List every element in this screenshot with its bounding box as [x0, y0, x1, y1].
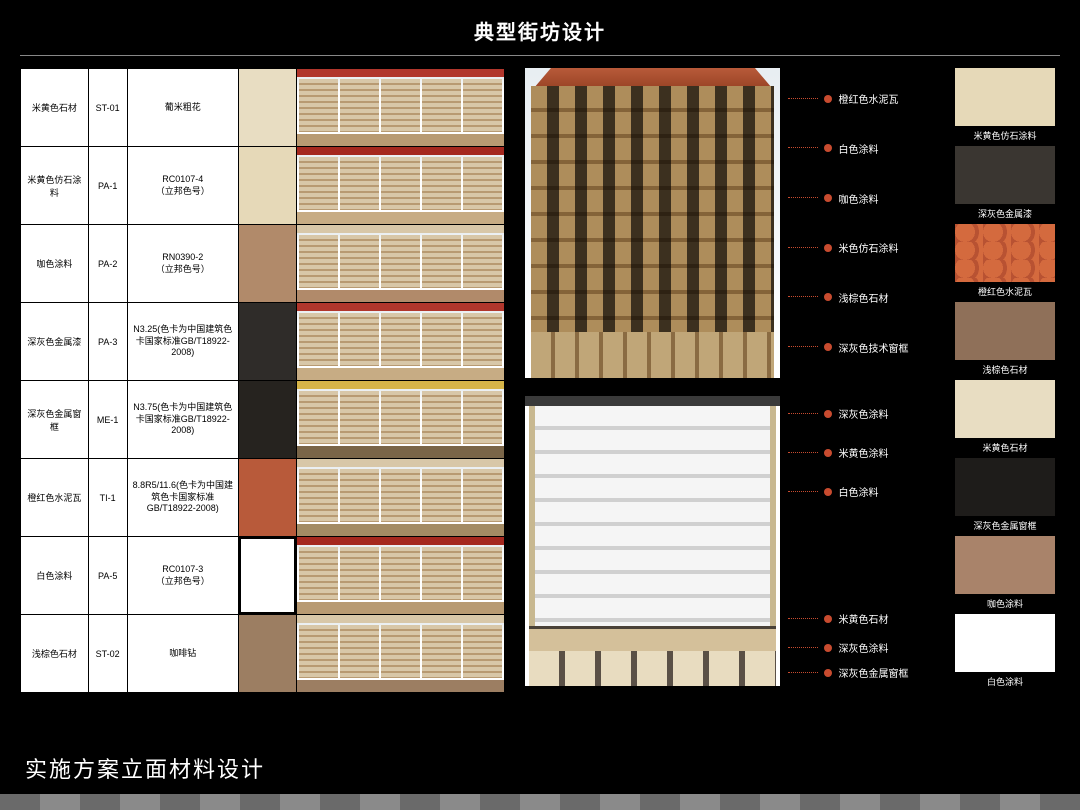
material-swatch: [238, 537, 296, 615]
callout: 深灰色涂料: [788, 640, 930, 655]
building-a-callouts: 橙红色水泥瓦白色涂料咖色涂料米色仿石涂料浅棕色石材深灰色技术窗框: [788, 68, 930, 378]
material-spec: 葡米粗花: [127, 69, 238, 147]
right-panel: 米黄色仿石涂料深灰色金属漆橙红色水泥瓦浅棕色石材米黄色石材深灰色金属窗框咖色涂料…: [950, 68, 1060, 758]
material-name: 浅棕色石材: [21, 615, 89, 693]
material-swatch: [238, 615, 296, 693]
callout: 深灰色涂料: [788, 406, 930, 421]
material-name: 深灰色金属漆: [21, 303, 89, 381]
material-spec: 咖啡钻: [127, 615, 238, 693]
right-swatch: 橙红色水泥瓦: [950, 224, 1060, 298]
bottom-title: 实施方案立面材料设计: [25, 752, 265, 784]
building-b-roof: [525, 396, 780, 406]
material-code: TI-1: [88, 459, 127, 537]
left-panel: 米黄色石材ST-01葡米粗花 米黄色仿石涂料PA-1RC0107-4（立邦色号）…: [20, 68, 505, 758]
material-thumb: [297, 537, 505, 615]
material-thumb: [297, 69, 505, 147]
material-name: 橙红色水泥瓦: [21, 459, 89, 537]
building-a: [525, 68, 780, 378]
building-b-floors: [529, 406, 776, 626]
callout: 米黄色石材: [788, 611, 930, 626]
footer-bar: [0, 794, 1080, 810]
material-spec: RN0390-2（立邦色号）: [127, 225, 238, 303]
material-name: 米黄色仿石涂料: [21, 147, 89, 225]
right-swatch: 深灰色金属漆: [950, 146, 1060, 220]
material-table: 米黄色石材ST-01葡米粗花 米黄色仿石涂料PA-1RC0107-4（立邦色号）…: [20, 68, 505, 693]
callout: 米色仿石涂料: [788, 240, 930, 255]
material-spec: N3.75(色卡为中国建筑色卡国家标准GB/T18922-2008): [127, 381, 238, 459]
material-swatch: [238, 381, 296, 459]
material-code: PA-1: [88, 147, 127, 225]
material-name: 白色涂料: [21, 537, 89, 615]
material-thumb: [297, 225, 505, 303]
material-thumb: [297, 615, 505, 693]
divider: [20, 55, 1060, 56]
material-thumb: [297, 147, 505, 225]
building-a-base: [531, 332, 774, 378]
material-name: 深灰色金属窗框: [21, 381, 89, 459]
building-a-roof: [525, 68, 780, 86]
building-b-wrap: 深灰色涂料米黄色涂料白色涂料米黄色石材深灰色涂料深灰色金属窗框: [525, 396, 930, 686]
building-b-base: [529, 626, 776, 686]
material-code: ME-1: [88, 381, 127, 459]
material-thumb: [297, 303, 505, 381]
page-title: 典型街坊设计: [0, 0, 1080, 55]
material-spec: RC0107-4（立邦色号）: [127, 147, 238, 225]
material-spec: RC0107-3（立邦色号）: [127, 537, 238, 615]
material-spec: 8.8R5/11.6(色卡为中国建筑色卡国家标准GB/T18922-2008): [127, 459, 238, 537]
material-code: PA-5: [88, 537, 127, 615]
callout: 深灰色金属窗框: [788, 665, 930, 680]
callout: 深灰色技术窗框: [788, 340, 930, 355]
material-swatch: [238, 303, 296, 381]
right-swatch: 白色涂料: [950, 614, 1060, 688]
material-swatch: [238, 147, 296, 225]
right-swatch: 浅棕色石材: [950, 302, 1060, 376]
right-swatch: 米黄色石材: [950, 380, 1060, 454]
building-b-callouts: 深灰色涂料米黄色涂料白色涂料米黄色石材深灰色涂料深灰色金属窗框: [788, 396, 930, 686]
material-swatch: [238, 69, 296, 147]
callout: 白色涂料: [788, 141, 930, 156]
material-swatch: [238, 459, 296, 537]
material-code: ST-02: [88, 615, 127, 693]
material-thumb: [297, 459, 505, 537]
callout: 橙红色水泥瓦: [788, 91, 930, 106]
callout: 白色涂料: [788, 484, 930, 499]
callout: 米黄色涂料: [788, 445, 930, 460]
middle-panel: 橙红色水泥瓦白色涂料咖色涂料米色仿石涂料浅棕色石材深灰色技术窗框 深灰色涂料米黄…: [525, 68, 930, 758]
material-code: ST-01: [88, 69, 127, 147]
callout: 浅棕色石材: [788, 290, 930, 305]
right-swatch: 咖色涂料: [950, 536, 1060, 610]
material-swatch: [238, 225, 296, 303]
material-name: 咖色涂料: [21, 225, 89, 303]
material-spec: N3.25(色卡为中国建筑色卡国家标准GB/T18922-2008): [127, 303, 238, 381]
building-a-wrap: 橙红色水泥瓦白色涂料咖色涂料米色仿石涂料浅棕色石材深灰色技术窗框: [525, 68, 930, 378]
building-b: [525, 396, 780, 686]
right-swatch: 米黄色仿石涂料: [950, 68, 1060, 142]
material-code: PA-3: [88, 303, 127, 381]
material-name: 米黄色石材: [21, 69, 89, 147]
material-code: PA-2: [88, 225, 127, 303]
material-thumb: [297, 381, 505, 459]
callout: 咖色涂料: [788, 191, 930, 206]
building-a-floors: [531, 86, 774, 332]
right-swatch: 深灰色金属窗框: [950, 458, 1060, 532]
content: 米黄色石材ST-01葡米粗花 米黄色仿石涂料PA-1RC0107-4（立邦色号）…: [0, 68, 1080, 758]
